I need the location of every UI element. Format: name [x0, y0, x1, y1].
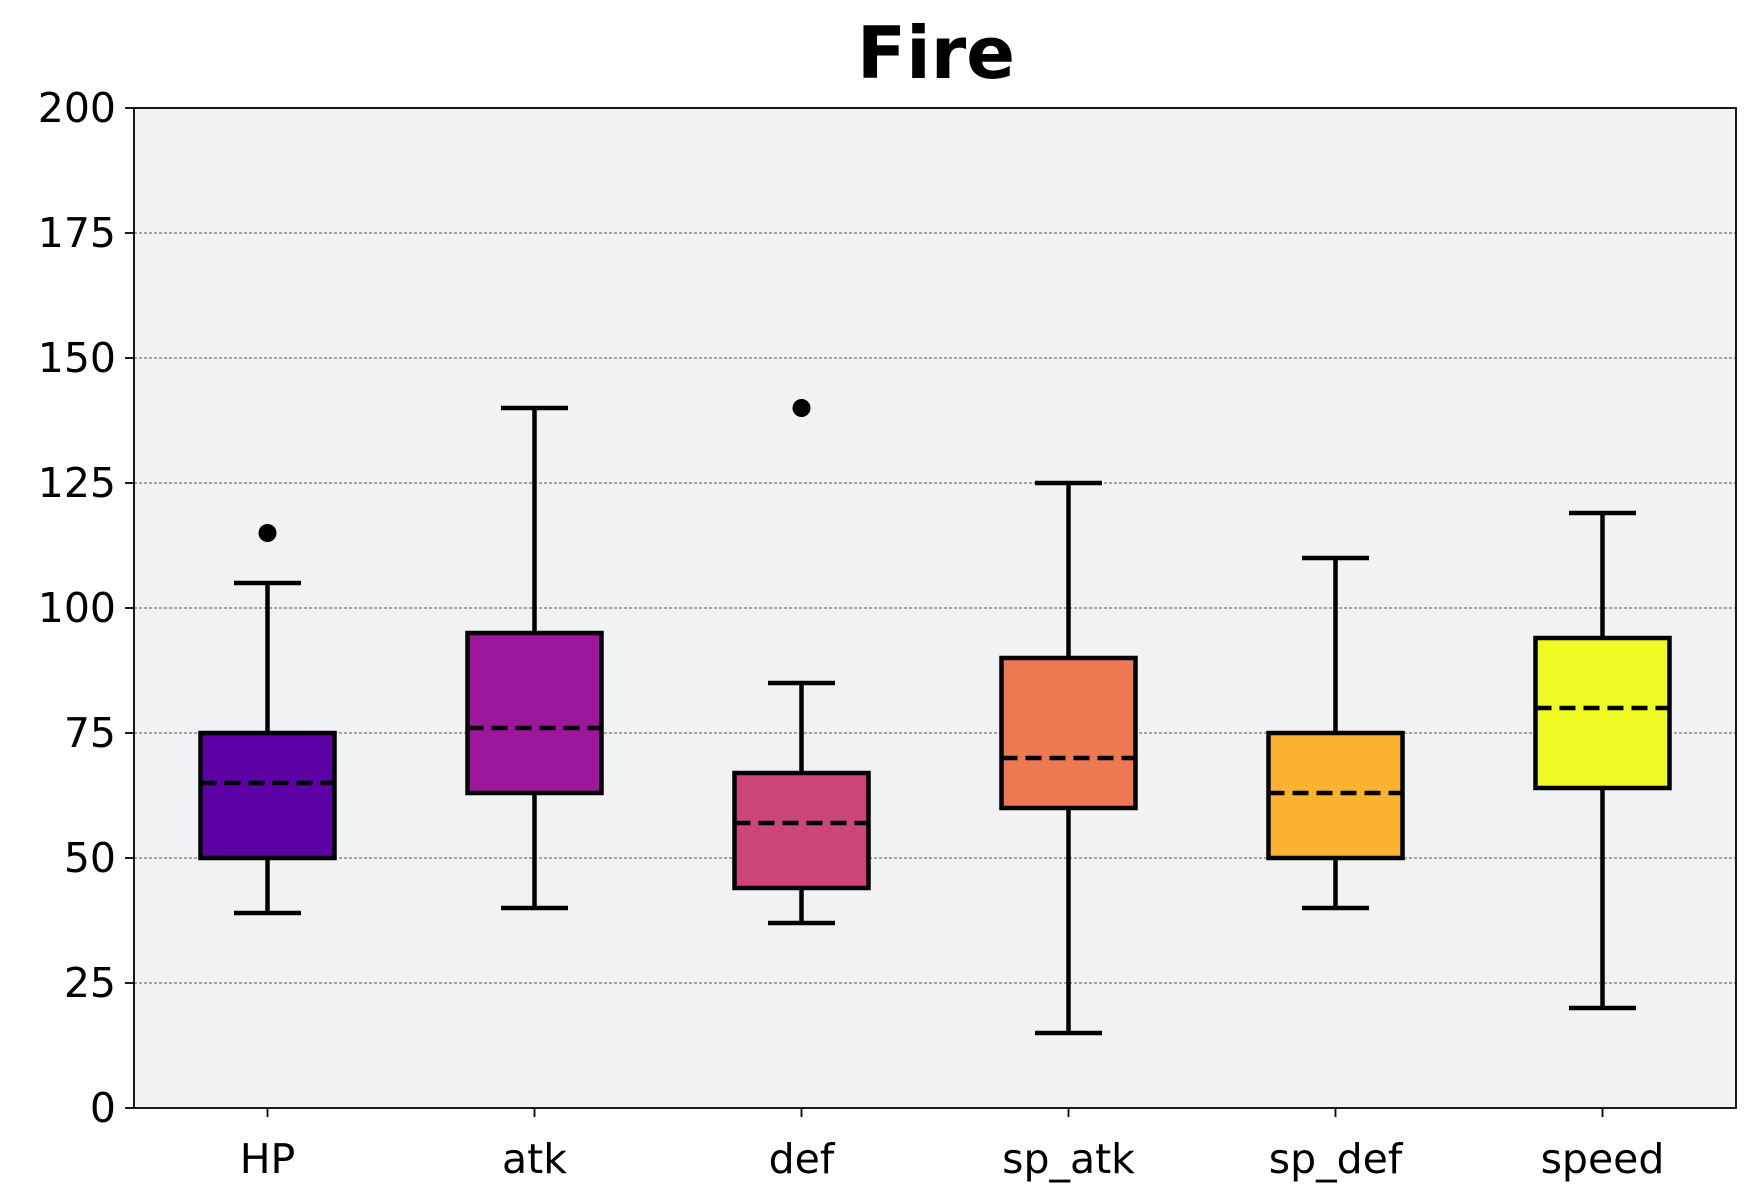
- plot-frame: [133, 107, 1737, 1109]
- y-tick-label-0: 0: [90, 1084, 116, 1132]
- y-tick-label-50: 50: [64, 834, 116, 882]
- y-tick-label-75: 75: [64, 709, 116, 757]
- y-tick-label-200: 200: [38, 84, 116, 132]
- x-tick-label-speed: speed: [1541, 1135, 1665, 1183]
- box-speed: [1533, 635, 1672, 791]
- box-sp-def: [1266, 730, 1405, 861]
- y-tick-label-100: 100: [38, 584, 116, 632]
- outlier-point-def: [792, 399, 811, 417]
- box-def: [732, 770, 871, 891]
- box-sp-atk: [999, 655, 1138, 811]
- y-tick-label-175: 175: [38, 209, 116, 257]
- y-tick-label-25: 25: [64, 959, 116, 1007]
- chart-title: Fire: [857, 11, 1015, 95]
- x-tick-label-atk: atk: [502, 1135, 567, 1183]
- plot-area: HP atk def sp_atk sp_def speed 0 25 50 75 100 125 15…: [38, 84, 1737, 1183]
- x-tick-label-sp-atk: sp_atk: [1002, 1135, 1135, 1183]
- y-tick-label-125: 125: [38, 459, 116, 507]
- x-tick-label-sp-def: sp_def: [1269, 1135, 1404, 1183]
- outlier-point-hp: [258, 524, 277, 542]
- x-tick-label-def: def: [769, 1135, 836, 1183]
- box-hp: [198, 730, 337, 861]
- x-tick-label-hp: HP: [240, 1135, 296, 1183]
- box-atk: [465, 630, 604, 796]
- y-tick-label-150: 150: [38, 334, 116, 382]
